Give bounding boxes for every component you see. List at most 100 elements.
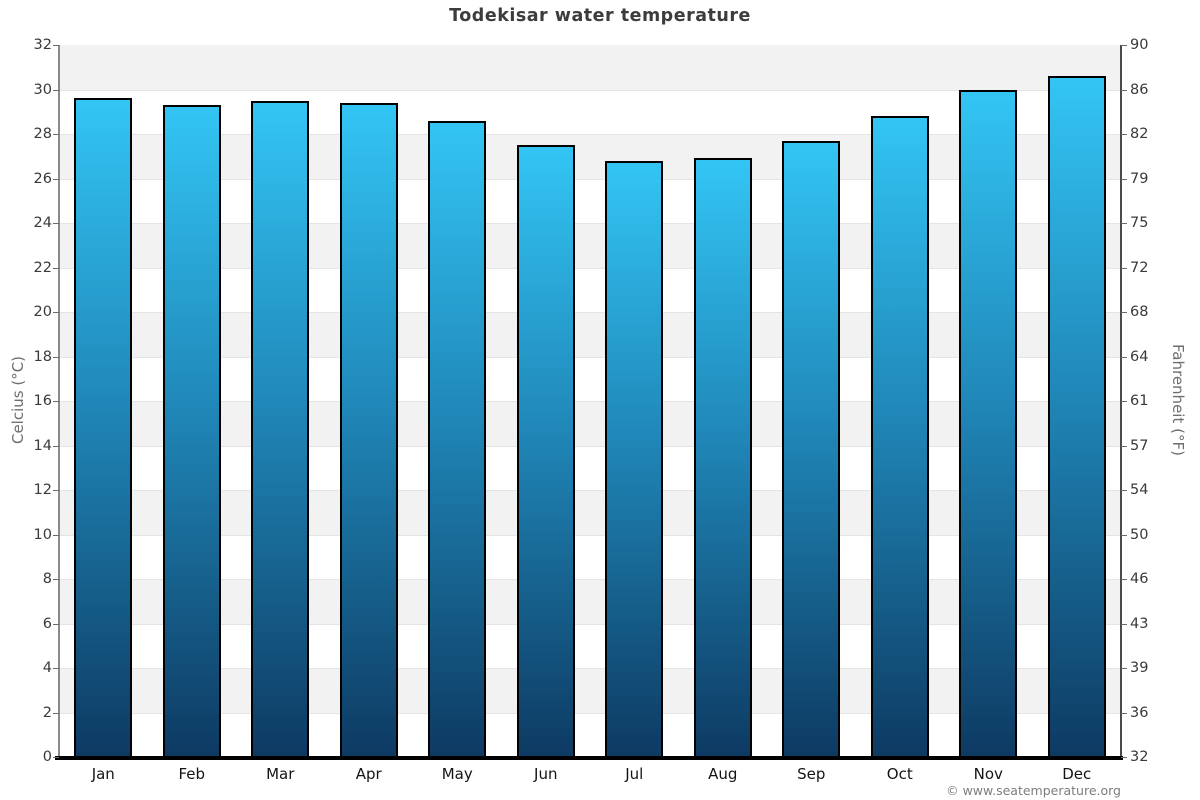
y-tick-right-90: 90 — [1130, 36, 1149, 53]
tick-mark — [1121, 356, 1127, 358]
y-tick-right-36: 36 — [1130, 704, 1149, 721]
y-tick-left-14: 14 — [33, 437, 52, 454]
bar-oct — [870, 116, 929, 757]
gridline — [59, 712, 1121, 714]
grid-band — [59, 712, 1121, 757]
gridline — [59, 668, 1121, 669]
gridline — [59, 89, 1121, 91]
y-tick-right-61: 61 — [1130, 392, 1149, 409]
tick-mark — [53, 45, 59, 46]
tick-mark — [53, 267, 59, 269]
gridline — [59, 178, 1121, 180]
bar-apr — [339, 102, 398, 757]
y-tick-right-32: 32 — [1130, 748, 1149, 765]
tick-mark — [53, 712, 59, 714]
tick-mark — [53, 134, 59, 135]
grid-band — [59, 401, 1121, 446]
tick-mark — [53, 356, 59, 358]
gridline — [59, 401, 1121, 402]
gridline — [59, 134, 1121, 135]
plot-area — [59, 45, 1121, 757]
y-tick-left-28: 28 — [33, 125, 52, 142]
grid-band — [59, 534, 1121, 579]
y-tick-left-20: 20 — [33, 303, 52, 320]
tick-mark — [53, 223, 59, 224]
x-tick-jan: Jan — [91, 765, 115, 783]
tick-mark — [1121, 445, 1127, 447]
bar-dec — [1047, 76, 1106, 757]
y-tick-right-46: 46 — [1130, 570, 1149, 587]
gridline — [59, 356, 1121, 358]
x-tick-aug: Aug — [708, 765, 738, 783]
bar-jun — [516, 145, 575, 757]
grid-band — [59, 445, 1121, 490]
x-tick-jul: Jul — [625, 765, 644, 783]
y-tick-left-12: 12 — [33, 481, 52, 498]
y-tick-left-0: 0 — [42, 748, 52, 765]
y-tick-right-86: 86 — [1130, 81, 1149, 98]
x-tick-nov: Nov — [973, 765, 1003, 783]
tick-mark — [53, 623, 59, 625]
y-tick-left-18: 18 — [33, 348, 52, 365]
grid-band — [59, 490, 1121, 535]
x-tick-jun: Jun — [534, 765, 558, 783]
x-tick-feb: Feb — [178, 765, 206, 783]
tick-mark — [1121, 534, 1127, 536]
tick-mark — [53, 89, 59, 91]
tick-mark — [1121, 312, 1127, 313]
bar-jul — [605, 160, 664, 757]
tick-mark — [1121, 178, 1127, 180]
x-axis-line — [55, 756, 1123, 760]
grid-band — [59, 178, 1121, 223]
y-tick-right-79: 79 — [1130, 170, 1149, 187]
tick-mark — [1121, 45, 1127, 46]
bar-nov — [959, 89, 1018, 757]
x-tick-mar: Mar — [266, 765, 295, 783]
y-tick-right-57: 57 — [1130, 437, 1149, 454]
grid-band — [59, 89, 1121, 134]
tick-mark — [1121, 401, 1127, 402]
bar-sep — [782, 140, 841, 757]
tick-mark — [1121, 267, 1127, 269]
y-tick-right-43: 43 — [1130, 615, 1149, 632]
grid-band — [59, 267, 1121, 312]
bar-may — [428, 120, 487, 757]
gridline — [59, 267, 1121, 269]
gridline — [59, 223, 1121, 224]
grid-band — [59, 623, 1121, 668]
y-tick-left-30: 30 — [33, 81, 52, 98]
y-tick-left-24: 24 — [33, 214, 52, 231]
tick-mark — [1121, 134, 1127, 135]
tick-mark — [1121, 757, 1127, 758]
y-tick-left-6: 6 — [42, 615, 52, 632]
grid-band — [59, 312, 1121, 357]
tick-mark — [53, 534, 59, 536]
tick-mark — [53, 178, 59, 180]
grid-band — [59, 668, 1121, 713]
attribution-link[interactable]: © www.seatemperature.org — [946, 783, 1121, 798]
x-tick-sep: Sep — [797, 765, 826, 783]
gridline — [59, 312, 1121, 313]
tick-mark — [1121, 490, 1127, 491]
grid-band — [59, 45, 1121, 90]
x-tick-apr: Apr — [355, 765, 382, 783]
y-tick-left-2: 2 — [42, 704, 52, 721]
bar-mar — [251, 100, 310, 757]
x-tick-may: May — [441, 765, 473, 783]
y-tick-right-68: 68 — [1130, 303, 1149, 320]
grid-band — [59, 356, 1121, 401]
y-tick-left-4: 4 — [42, 659, 52, 676]
y-tick-left-10: 10 — [33, 526, 52, 543]
tick-mark — [1121, 623, 1127, 625]
y-tick-right-72: 72 — [1130, 259, 1149, 276]
tick-mark — [1121, 579, 1127, 580]
chart-title: Todekisar water temperature — [449, 6, 751, 26]
grid-band — [59, 223, 1121, 268]
tick-mark — [53, 401, 59, 402]
y-tick-right-75: 75 — [1130, 214, 1149, 231]
tick-mark — [1121, 668, 1127, 669]
bar-aug — [693, 158, 752, 757]
y-tick-right-54: 54 — [1130, 481, 1149, 498]
y-tick-left-16: 16 — [33, 392, 52, 409]
